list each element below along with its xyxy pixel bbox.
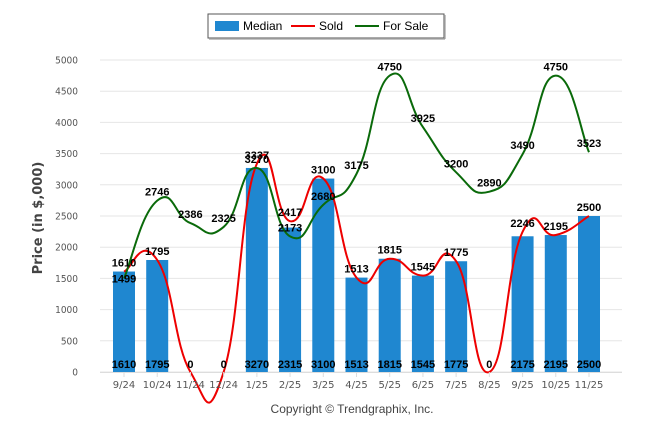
median-data-label: 1795 xyxy=(145,359,169,371)
bar-median xyxy=(511,236,534,372)
median-data-label: 1775 xyxy=(444,359,468,371)
for-sale-data-label: 3490 xyxy=(510,140,534,152)
legend-median-swatch xyxy=(215,21,239,31)
bar-median xyxy=(146,259,169,372)
median-data-label: 0 xyxy=(187,359,193,371)
median-data-label: 2315 xyxy=(278,359,302,371)
sold-data-label: 2417 xyxy=(278,207,302,219)
sold-data-label: 1815 xyxy=(377,245,401,257)
y-tick-label: 3000 xyxy=(55,180,78,191)
for-sale-data-label: 2890 xyxy=(477,178,501,190)
sold-data-label: 1795 xyxy=(145,246,169,258)
gridlines xyxy=(100,59,622,373)
median-data-label: 2500 xyxy=(577,359,601,371)
median-data-label: 1513 xyxy=(344,359,368,371)
sold-data-label: 2500 xyxy=(577,202,601,214)
line-sold xyxy=(123,153,590,404)
x-tick-label: 5/25 xyxy=(378,380,400,391)
legend-sold-label[interactable]: Sold xyxy=(319,19,343,33)
line-for-sale xyxy=(123,72,590,279)
for-sale-data-label: 3925 xyxy=(411,113,435,125)
sold-data-label: 3100 xyxy=(311,165,335,177)
for-sale-data-label: 3200 xyxy=(444,158,468,170)
bar-median xyxy=(312,178,335,372)
x-tick-label: 3/25 xyxy=(312,380,334,391)
bar-median xyxy=(411,275,434,372)
for-sale-data-label: 2680 xyxy=(311,191,335,203)
bar-median xyxy=(245,167,268,372)
median-data-label: 2175 xyxy=(510,359,534,371)
x-tick-label: 6/25 xyxy=(412,380,434,391)
bar-median xyxy=(345,277,368,372)
copyright-text: Copyright © Trendgraphix, Inc. xyxy=(271,402,434,416)
legend-for-sale-label[interactable]: For Sale xyxy=(383,19,429,33)
median-data-label: 1545 xyxy=(411,359,435,371)
for-sale-data-label: 3175 xyxy=(344,160,368,172)
x-tick-label: 10/25 xyxy=(541,380,570,391)
y-tick-label: 1500 xyxy=(55,274,78,285)
sold-data-label: 1513 xyxy=(344,264,368,276)
y-tick-label: 2000 xyxy=(55,243,78,254)
for-sale-data-label: 2386 xyxy=(178,209,202,221)
x-tick-label: 1/25 xyxy=(246,380,268,391)
y-tick-label: 4500 xyxy=(55,87,78,98)
sold-data-label: 1545 xyxy=(411,262,435,274)
y-axis-ticks: 0 500 1000 1500 2000 2500 3000 3500 4000 4500 5000 xyxy=(55,56,78,379)
sold-data-label: 2195 xyxy=(544,221,568,233)
for-sale-data-label: 1499 xyxy=(112,273,136,285)
x-tick-label: 8/25 xyxy=(478,380,500,391)
bar-median xyxy=(544,235,567,372)
legend-median-label[interactable]: Median xyxy=(243,19,282,33)
y-tick-label: 2500 xyxy=(55,212,78,223)
y-tick-label: 3500 xyxy=(55,149,78,160)
median-data-label: 3100 xyxy=(311,359,335,371)
y-tick-label: 0 xyxy=(72,368,78,379)
y-tick-label: 4000 xyxy=(55,118,78,129)
median-data-label: 0 xyxy=(221,359,227,371)
y-tick-label: 500 xyxy=(61,336,78,347)
legend: Median Sold For Sale xyxy=(207,13,446,40)
bar-median xyxy=(378,258,401,372)
for-sale-data-label: 3270 xyxy=(245,154,269,166)
for-sale-data-label: 3523 xyxy=(577,138,601,150)
for-sale-data-label: 2325 xyxy=(211,213,235,225)
y-tick-label: 5000 xyxy=(55,56,78,67)
median-data-label: 1610 xyxy=(112,359,136,371)
median-data-label: 2195 xyxy=(544,359,568,371)
series-lines xyxy=(123,72,590,404)
sold-data-label: 3337 xyxy=(245,150,269,162)
bar-median xyxy=(578,216,600,372)
for-sale-data-label: 2173 xyxy=(278,222,302,234)
x-tick-label: 11/25 xyxy=(575,380,604,391)
x-tick-label: 12/24 xyxy=(209,380,238,391)
bar-median xyxy=(113,271,135,372)
sold-data-label: 1775 xyxy=(444,247,468,259)
x-axis-ticks: 9/24 10/24 11/24 12/24 1/25 2/25 3/25 4/25 5/25 6… xyxy=(113,372,604,391)
median-data-label: 0 xyxy=(486,359,492,371)
for-sale-data-label: 4750 xyxy=(377,62,401,74)
median-bars xyxy=(113,167,600,372)
sold-data-label: 2246 xyxy=(510,218,534,230)
bar-median xyxy=(279,227,302,372)
y-tick-label: 1000 xyxy=(55,305,78,316)
median-data-label: 3270 xyxy=(245,359,269,371)
x-tick-label: 4/25 xyxy=(345,380,367,391)
x-tick-label: 7/25 xyxy=(445,380,467,391)
bar-median xyxy=(445,261,468,372)
x-tick-label: 11/24 xyxy=(176,380,205,391)
median-data-label: 1815 xyxy=(377,359,401,371)
x-tick-label: 9/25 xyxy=(511,380,533,391)
x-tick-label: 2/25 xyxy=(279,380,301,391)
sold-data-label: 1610 xyxy=(112,258,136,270)
data-labels: 1610 1795 0 0 3270 2315 3100 1513 1815 1545 1775 0 2… xyxy=(112,62,601,371)
x-tick-label: 10/24 xyxy=(143,380,172,391)
x-tick-label: 9/24 xyxy=(113,380,135,391)
for-sale-data-label: 2746 xyxy=(145,187,169,199)
y-axis-label: Price (in $,000) xyxy=(31,162,46,275)
for-sale-data-label: 4750 xyxy=(544,62,568,74)
